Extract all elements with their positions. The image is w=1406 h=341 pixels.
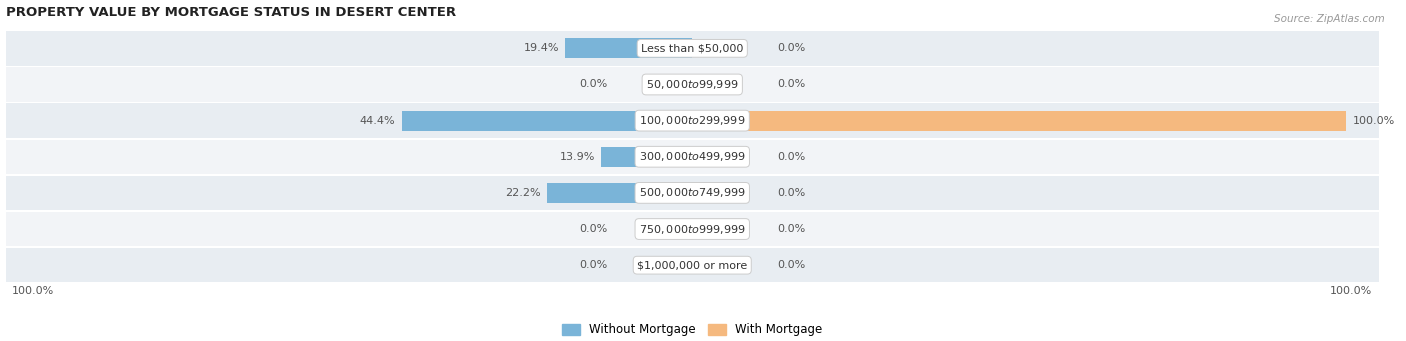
Bar — [0, 176, 1406, 210]
Text: PROPERTY VALUE BY MORTGAGE STATUS IN DESERT CENTER: PROPERTY VALUE BY MORTGAGE STATUS IN DES… — [6, 5, 456, 18]
Bar — [547, 183, 692, 203]
Text: 0.0%: 0.0% — [778, 152, 806, 162]
Bar — [0, 212, 1406, 246]
Text: 0.0%: 0.0% — [579, 224, 607, 234]
Text: Source: ZipAtlas.com: Source: ZipAtlas.com — [1274, 14, 1385, 24]
Text: $300,000 to $499,999: $300,000 to $499,999 — [638, 150, 745, 163]
Bar — [692, 111, 1347, 131]
Bar — [0, 31, 1406, 65]
Bar — [565, 39, 692, 58]
Text: 100.0%: 100.0% — [1353, 116, 1395, 125]
Legend: Without Mortgage, With Mortgage: Without Mortgage, With Mortgage — [562, 323, 823, 336]
Text: $100,000 to $299,999: $100,000 to $299,999 — [640, 114, 745, 127]
Bar — [0, 67, 1406, 102]
Text: 0.0%: 0.0% — [778, 43, 806, 53]
Text: $50,000 to $99,999: $50,000 to $99,999 — [645, 78, 738, 91]
Text: 44.4%: 44.4% — [360, 116, 395, 125]
Text: $500,000 to $749,999: $500,000 to $749,999 — [638, 187, 745, 199]
Text: $1,000,000 or more: $1,000,000 or more — [637, 260, 748, 270]
Text: Less than $50,000: Less than $50,000 — [641, 43, 744, 53]
Bar — [402, 111, 692, 131]
Text: 0.0%: 0.0% — [778, 188, 806, 198]
Bar — [0, 248, 1406, 282]
Bar — [0, 103, 1406, 138]
Text: 0.0%: 0.0% — [778, 224, 806, 234]
Text: 22.2%: 22.2% — [505, 188, 540, 198]
Text: 0.0%: 0.0% — [579, 79, 607, 89]
Text: 13.9%: 13.9% — [560, 152, 595, 162]
Bar — [602, 147, 692, 167]
Text: 0.0%: 0.0% — [579, 260, 607, 270]
Text: 0.0%: 0.0% — [778, 79, 806, 89]
Text: 100.0%: 100.0% — [13, 286, 55, 296]
Text: 19.4%: 19.4% — [523, 43, 558, 53]
Text: 0.0%: 0.0% — [778, 260, 806, 270]
Text: $750,000 to $999,999: $750,000 to $999,999 — [638, 223, 745, 236]
Bar — [0, 139, 1406, 174]
Text: 100.0%: 100.0% — [1330, 286, 1372, 296]
